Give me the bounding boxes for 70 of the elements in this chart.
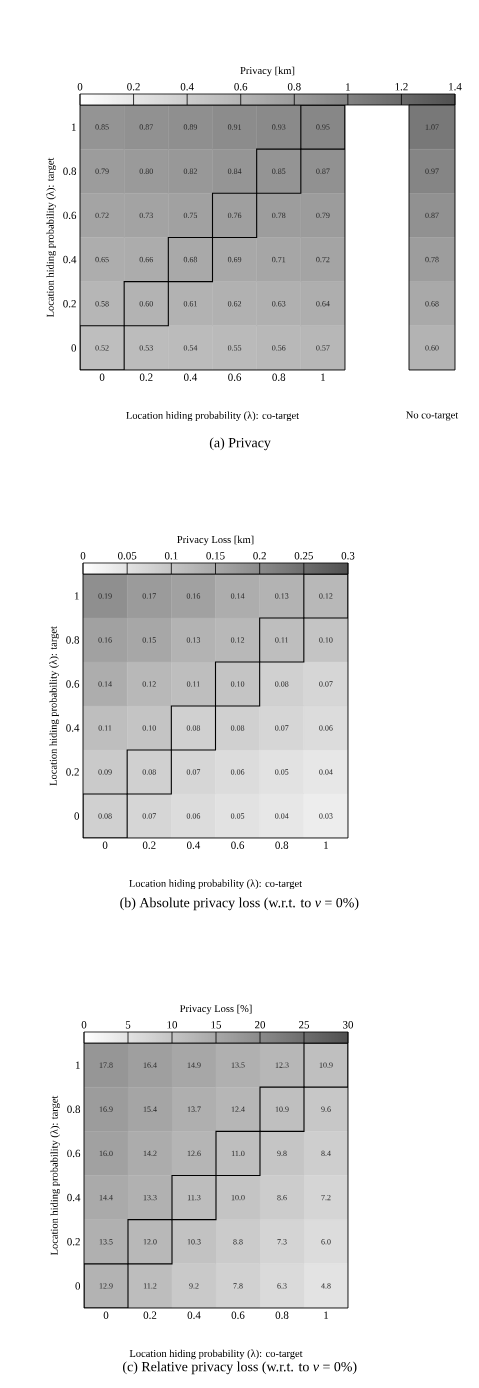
color-bar-label: 1 [346, 83, 350, 91]
color-bar-label: 1.4 [449, 83, 462, 91]
x-tick-label: 0.2 [142, 841, 156, 849]
y-tick-label: 1 [74, 592, 79, 600]
color-bar-label: 10 [167, 1021, 178, 1029]
color-bar-title: Privacy [km] [240, 66, 295, 77]
text: (b) Absolute privacy loss (w.r.t. to ν = 0%) [120, 897, 359, 911]
y-tick-label: 0.2 [63, 300, 76, 308]
x-tick-label: 0 [103, 1311, 109, 1319]
x-tick-label: 0.8 [275, 841, 289, 849]
x-tick-label: 0.6 [228, 373, 242, 381]
y-tick-label: 0.8 [67, 1105, 81, 1113]
x-tick-label: 0.8 [272, 373, 286, 381]
y-tick-label: 0 [74, 812, 80, 820]
x-tick-label: 1 [324, 1311, 329, 1319]
x-tick-label: 0 [99, 373, 105, 381]
color-bar-label: 0.2 [127, 83, 140, 91]
y-tick-label: 0 [71, 344, 77, 352]
text: (c) Relative privacy loss (w.r.t. to ν = 0%) [123, 1361, 357, 1375]
color-bar-label: 0.3 [341, 552, 355, 560]
y-tick-label: 0.8 [66, 636, 80, 644]
x-axis-title: Location hiding probability (λ): co-target [129, 1349, 303, 1360]
color-bar-label: 5 [125, 1021, 131, 1029]
color-bar-label: 0.25 [294, 552, 313, 560]
y-tick-label: 0.4 [67, 1193, 81, 1202]
x-tick-label: 0.2 [143, 1311, 157, 1319]
y-axis-title: Location hiding probability (λ): target [46, 157, 56, 318]
x-tick-label: 0.6 [231, 1311, 245, 1319]
x-tick-label: 0.4 [187, 1311, 201, 1319]
color-bar-label: 0.2 [253, 552, 266, 560]
color-bar-label: 1.2 [395, 83, 408, 91]
x-tick-label: 0.4 [186, 841, 201, 849]
color-bar-label: 0.4 [180, 83, 194, 91]
y-tick-label: 0.6 [67, 1149, 81, 1158]
y-tick-label: 0.8 [63, 167, 77, 175]
y-axis-title: Location hiding probability (λ): target [50, 1095, 60, 1256]
y-tick-label: 0.2 [66, 768, 79, 776]
y-axis-title: Location hiding probability (λ): target [49, 626, 59, 786]
color-bar-label: 20 [255, 1021, 266, 1029]
x-axis-title: Location hiding probability (λ): co-target [129, 879, 303, 890]
color-bar-title: Privacy Loss [km] [177, 535, 254, 546]
color-bar-label: 0 [80, 552, 86, 560]
y-tick-label: 0 [75, 1282, 81, 1290]
color-bar-label: 0 [81, 1021, 87, 1029]
color-bar-label: 0.6 [234, 83, 248, 91]
x-axis-title: No co-target [406, 411, 459, 421]
y-tick-label: 0.6 [66, 680, 80, 688]
x-tick-label: 1 [321, 373, 325, 381]
y-tick-label: 0.6 [63, 211, 77, 220]
x-tick-label: 0.4 [183, 373, 198, 381]
x-tick-label: 0.6 [231, 841, 245, 849]
color-bar-label: 0.1 [164, 552, 178, 560]
y-tick-label: 1 [71, 123, 76, 131]
x-tick-label: 0.2 [139, 373, 153, 381]
y-tick-label: 0.2 [67, 1238, 80, 1246]
y-tick-label: 0.4 [66, 724, 80, 732]
color-bar-label: 25 [299, 1021, 310, 1029]
y-tick-label: 1 [75, 1061, 80, 1069]
x-axis-title: Location hiding probability (λ): co-target [126, 411, 300, 422]
x-tick-label: 0 [102, 841, 108, 849]
color-bar-label: 0.8 [287, 83, 301, 91]
color-bar-label: 0.05 [118, 552, 137, 560]
x-tick-label: 1 [324, 841, 328, 849]
x-tick-label: 0.8 [275, 1311, 289, 1319]
color-bar-label: 15 [211, 1021, 222, 1029]
color-bar-title: Privacy Loss [%] [179, 1004, 252, 1015]
y-tick-label: 0.4 [63, 255, 77, 264]
text: (a) Privacy [209, 437, 271, 451]
color-bar-label: 30 [343, 1021, 354, 1029]
color-bar-label: 0.15 [206, 552, 225, 560]
